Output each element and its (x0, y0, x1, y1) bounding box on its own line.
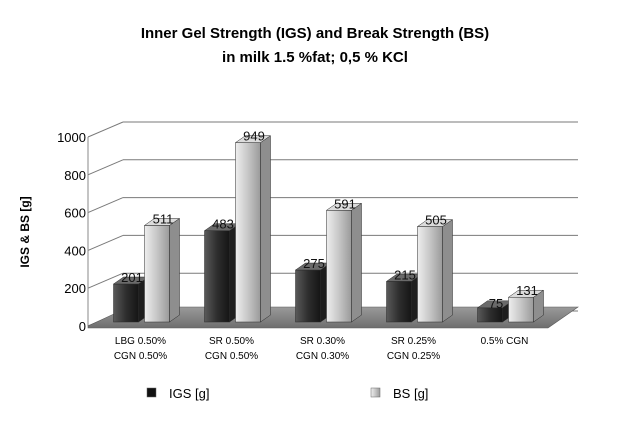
bar-top (507, 289, 545, 298)
data-label: 505 (425, 213, 447, 228)
bar-bs (235, 142, 261, 323)
gridline-side (87, 121, 124, 138)
bar-bs (144, 225, 170, 323)
legend-label-bs: BS [g] (393, 386, 428, 401)
data-label: 591 (334, 196, 356, 211)
data-label: 275 (303, 256, 325, 271)
bar-side (169, 217, 180, 323)
y-tick-label: 600 (64, 206, 86, 221)
x-tick-label: CGN 0.25% (387, 351, 440, 362)
bar-side (260, 135, 271, 323)
y-tick-label: 200 (64, 281, 86, 296)
gridline-side (87, 159, 124, 176)
legend: IGS [g] BS [g] (146, 386, 428, 401)
data-label: 215 (394, 267, 416, 282)
x-tick-label: CGN 0.50% (205, 351, 258, 362)
legend-swatch-bs (370, 387, 381, 398)
gridline-side (87, 197, 124, 214)
bar-top (234, 135, 272, 143)
x-tick-label: 0.5% CGN (481, 336, 529, 347)
x-tick-label: SR 0.25% (391, 336, 436, 347)
gridline-side (87, 272, 124, 289)
bar-side (442, 219, 453, 323)
bar-top (416, 219, 454, 227)
x-tick-label: SR 0.50% (209, 336, 254, 347)
bar-igs (113, 283, 139, 323)
bar-igs (386, 281, 412, 323)
data-label: 201 (121, 270, 143, 285)
x-tick-label: LBG 0.50% (115, 336, 166, 347)
chart-bars (112, 135, 545, 323)
bar-bs (508, 296, 534, 323)
x-tick-label: SR 0.30% (300, 336, 345, 347)
data-label: 483 (212, 217, 234, 232)
y-tick-label: 400 (64, 243, 86, 258)
y-tick-label: 0 (79, 319, 86, 334)
y-tick-label: 800 (64, 168, 86, 183)
bar-top (143, 218, 181, 226)
data-label: 131 (516, 283, 538, 298)
y-tick-label: 1000 (57, 130, 86, 145)
bar-top (325, 203, 363, 211)
bar-bs (417, 226, 443, 323)
bar-igs (204, 230, 230, 323)
chart-title-line: Inner Gel Strength (IGS) and Break Stren… (141, 25, 489, 42)
legend-label-igs: IGS [g] (169, 386, 209, 401)
y-axis-label: IGS & BS [g] (18, 196, 32, 267)
bar-bs (326, 210, 352, 323)
x-tick-label: CGN 0.30% (296, 351, 349, 362)
legend-swatch-igs (146, 387, 157, 398)
gridline-side (87, 234, 124, 251)
data-label: 75 (489, 296, 503, 311)
data-label: 511 (153, 211, 174, 226)
data-label: 949 (243, 129, 265, 144)
chart-title-line: in milk 1.5 %fat; 0,5 % KCl (222, 49, 408, 66)
x-tick-label: CGN 0.50% (114, 351, 167, 362)
bar-side (351, 202, 362, 323)
bar-igs (295, 269, 321, 323)
chart-text: Inner Gel Strength (IGS) and Break Stren… (18, 25, 538, 362)
